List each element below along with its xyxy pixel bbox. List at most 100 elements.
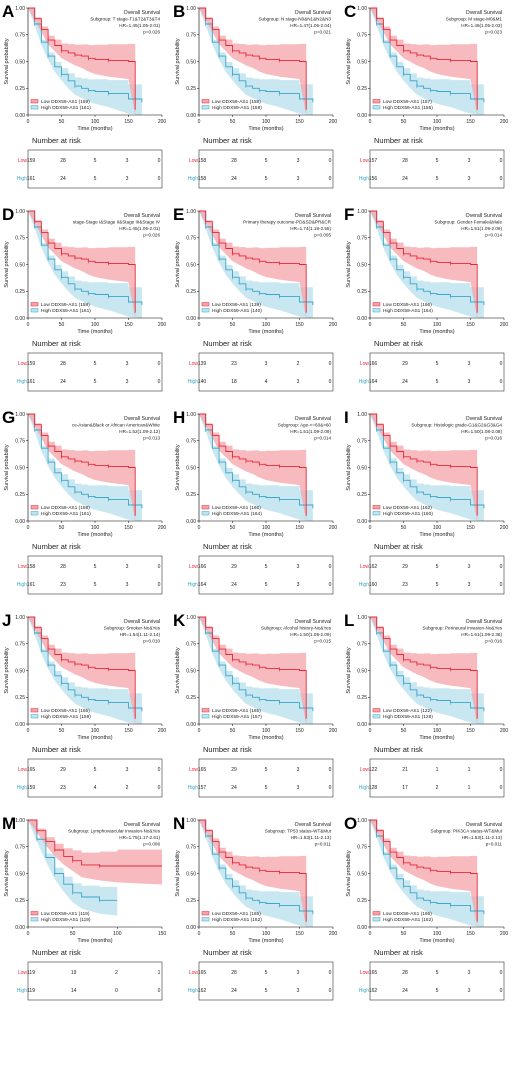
low-legend-swatch: [201, 911, 210, 916]
risk-row-label-low: Low: [18, 564, 28, 570]
risk-count-high: 162: [198, 988, 207, 994]
km-panel-d: D 1.00 0.75 0.50 0.25 0.00 0 50 100 150 200 Time (m…: [0, 203, 170, 419]
y-axis-label: Survival probability: [346, 38, 352, 84]
high-ci-band: [28, 414, 142, 521]
risk-count-low: 0: [158, 158, 161, 164]
y-tick-label: 0.50: [15, 59, 25, 65]
high-legend-swatch: [372, 917, 381, 922]
x-tick-label: 50: [230, 322, 236, 328]
x-tick-label: 0: [369, 322, 372, 328]
panel-letter: D: [2, 205, 14, 224]
risk-count-high: 0: [158, 988, 161, 994]
km-panel-e: E 1.00 0.75 0.50 0.25 0.00 0 50 100 150 200 Time (m…: [171, 203, 341, 419]
x-tick-label: 0: [198, 119, 201, 125]
x-tick-label: 150: [295, 322, 304, 328]
legend-low: Low DDX59-AS1 (158): [41, 505, 90, 511]
risk-count-low: 5: [94, 767, 97, 773]
y-tick-label: 0.50: [357, 465, 367, 471]
km-panel-k: K 1.00 0.75 0.50 0.25 0.00 0 50 100 150 200 Time (m…: [171, 609, 341, 825]
x-tick-label: 50: [230, 525, 236, 531]
y-tick-label: 0.00: [357, 113, 367, 119]
legend-high: High DDX59-AS1 (161): [41, 105, 91, 111]
risk-count-high: 160: [369, 582, 378, 588]
risk-table: [198, 961, 334, 1001]
risk-count-low: 0: [329, 361, 332, 367]
y-tick-label: 1.00: [357, 209, 367, 215]
y-tick-label: 0.25: [186, 898, 196, 904]
legend-high: High DDX59-AS1 (161): [41, 308, 91, 314]
risk-count-high: 0: [500, 785, 503, 791]
x-tick-label: 50: [401, 525, 407, 531]
x-tick-label: 150: [295, 525, 304, 531]
x-axis-label: Time (months): [248, 735, 283, 741]
high-legend-swatch: [30, 308, 39, 313]
risk-count-high: 5: [436, 988, 439, 994]
y-tick-label: 1.00: [186, 412, 196, 418]
plot-title: Overall Survival: [466, 10, 502, 16]
x-tick-label: 100: [262, 322, 271, 328]
risk-count-low: 5: [265, 970, 268, 976]
risk-table-title: Number at risk: [374, 542, 423, 551]
y-tick-label: 0.50: [186, 871, 196, 877]
y-axis-label: Survival probability: [175, 241, 181, 287]
risk-count-low: 3: [126, 158, 129, 164]
y-tick-label: 0.25: [15, 492, 25, 498]
x-tick-label: 100: [433, 728, 442, 734]
plot-title: Overall Survival: [466, 822, 502, 828]
x-tick-label: 200: [500, 728, 509, 734]
risk-row-label-high: High: [17, 988, 28, 994]
km-panel-b: B 1.00 0.75 0.50 0.25 0.00 0 50 100 150 200 Time (m…: [171, 0, 341, 216]
y-tick-label: 0.25: [186, 86, 196, 92]
risk-row-label-high: High: [188, 379, 199, 385]
hazard-ratio: HR=1.47(1.06-2.04): [290, 23, 331, 28]
x-tick-label: 100: [91, 525, 100, 531]
x-tick-label: 200: [329, 931, 338, 937]
risk-count-high: 4: [94, 785, 97, 791]
high-legend-swatch: [201, 714, 210, 719]
subgroup-label: Subgroup: Histologic grade-G1&G2&G3&G4: [411, 423, 502, 428]
subgroup-label: Subgroup: M stage-M0&M1: [446, 17, 503, 22]
plot-title: Overall Survival: [124, 416, 160, 422]
high-legend-swatch: [372, 308, 381, 313]
p-value: p=0.023: [485, 30, 502, 35]
p-value: p=0.016: [485, 639, 502, 644]
risk-row-label-low: Low: [189, 767, 199, 773]
risk-table: [27, 555, 163, 595]
x-tick-label: 150: [466, 525, 475, 531]
high-legend-swatch: [201, 917, 210, 922]
y-tick-label: 0.00: [186, 925, 196, 931]
risk-count-low: 5: [94, 158, 97, 164]
panel-letter: C: [344, 2, 356, 21]
risk-count-high: 24: [231, 582, 237, 588]
risk-table: [369, 352, 505, 392]
y-tick-label: 1.00: [357, 818, 367, 824]
high-ci-band: [370, 211, 484, 318]
risk-table: [198, 149, 334, 189]
km-panel-f: F 1.00 0.75 0.50 0.25 0.00 0 50 100 150 200 Time (m…: [342, 203, 512, 419]
risk-row-label-low: Low: [189, 158, 199, 164]
risk-count-low: 3: [297, 970, 300, 976]
risk-count-high: 0: [500, 176, 503, 182]
plot-title: Overall Survival: [124, 213, 160, 219]
risk-count-low: 159: [27, 158, 36, 164]
risk-count-low: 158: [198, 158, 207, 164]
risk-count-high: 3: [297, 379, 300, 385]
risk-count-low: 0: [500, 158, 503, 164]
high-ci-band: [199, 414, 313, 521]
risk-row-label-low: Low: [360, 158, 370, 164]
p-value: p=0.013: [143, 436, 160, 441]
low-ci-band: [370, 617, 478, 724]
x-tick-label: 150: [466, 931, 475, 937]
risk-count-high: 159: [27, 785, 36, 791]
risk-count-low: 139: [198, 361, 207, 367]
risk-table: [369, 961, 505, 1001]
x-tick-label: 0: [369, 525, 372, 531]
panel-letter: E: [173, 205, 184, 224]
y-axis-label: Survival probability: [4, 850, 10, 896]
risk-count-low: 158: [27, 564, 36, 570]
high-legend-swatch: [201, 308, 210, 313]
risk-table-title: Number at risk: [374, 948, 423, 957]
